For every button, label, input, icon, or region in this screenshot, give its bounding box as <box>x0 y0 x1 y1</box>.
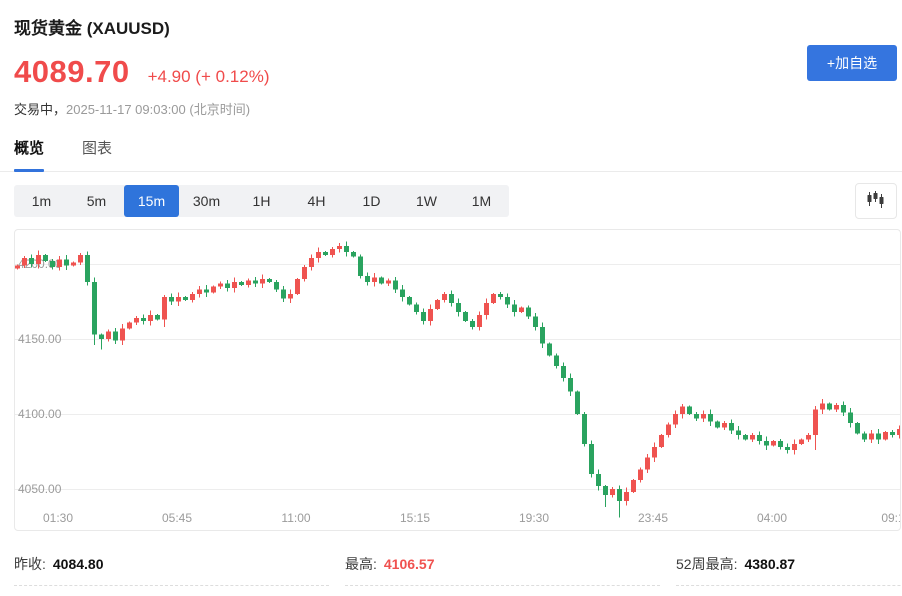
price-change: +4.90 (+ 0.12%) <box>147 67 270 86</box>
tab-bar: 概览 图表 <box>0 137 902 172</box>
interval-button-5m[interactable]: 5m <box>86 193 107 209</box>
candlestick-icon <box>866 190 886 213</box>
stat-label: 昨收: <box>14 556 46 572</box>
quote-stats: 昨收: 4084.80 最高: 4106.57 52周最高: 4380.87 今… <box>14 545 902 596</box>
y-axis-label: 4150.00 <box>18 332 62 346</box>
stat-52w-low: 52周最低: 2566.68 <box>676 586 902 596</box>
gridline <box>15 414 900 415</box>
stat-open: 今开: 4081.75 <box>14 586 329 596</box>
x-axis-label: 19:30 <box>518 511 550 525</box>
stat-prev-close: 昨收: 4084.80 <box>14 545 329 586</box>
stat-label: 52周最高: <box>676 556 738 572</box>
chart-toolbar: 1m 5m 15m 30m 1H 4H 1D 1W 1M <box>14 183 897 219</box>
gridline <box>15 339 900 340</box>
x-axis-label: 05:45 <box>161 511 193 525</box>
price-chart[interactable]: 4200.00 4150.00 4100.00 4050.00 01:30 05… <box>14 229 901 531</box>
tab-overview[interactable]: 概览 <box>14 137 45 172</box>
stat-low: 最低: 4073.77 <box>345 586 660 596</box>
interval-button-4h[interactable]: 4H <box>307 193 326 209</box>
x-axis-label: 11:00 <box>281 511 311 525</box>
y-axis-label: 4100.00 <box>18 407 62 421</box>
gridline <box>15 264 900 265</box>
add-watchlist-button[interactable]: +加自选 <box>807 45 897 81</box>
interval-button-30m[interactable]: 30m <box>192 193 221 209</box>
interval-button-1h[interactable]: 1H <box>252 193 271 209</box>
x-axis-label: 09:1 <box>881 511 900 525</box>
interval-button-1w[interactable]: 1W <box>416 193 437 209</box>
stat-label: 最高: <box>345 556 377 572</box>
chart-type-button[interactable] <box>855 183 897 219</box>
quote-timestamp: 2025-11-17 09:03:00 (北京时间) <box>66 102 251 117</box>
interval-button-1d[interactable]: 1D <box>362 193 381 209</box>
candlestick-plot[interactable] <box>15 230 901 531</box>
tab-chart[interactable]: 图表 <box>82 140 113 157</box>
interval-button-1m[interactable]: 1m <box>31 193 52 209</box>
interval-selector: 1m 5m 15m 30m 1H 4H 1D 1W 1M <box>14 185 509 217</box>
stat-52w-high: 52周最高: 4380.87 <box>676 545 902 586</box>
price-row: 4089.70 +4.90 (+ 0.12%) <box>14 54 888 90</box>
stat-high: 最高: 4106.57 <box>345 545 660 586</box>
interval-button-1mo[interactable]: 1M <box>471 193 492 209</box>
quote-header: 现货黄金 (XAUUSD) 4089.70 +4.90 (+ 0.12%) 交易… <box>0 0 902 118</box>
trading-status: 交易中， <box>14 102 67 117</box>
stat-value: 4106.57 <box>383 556 435 572</box>
x-axis-label: 15:15 <box>399 511 431 525</box>
y-axis-label: 4050.00 <box>18 482 62 496</box>
stat-value: 4084.80 <box>52 556 104 572</box>
x-axis-label: 23:45 <box>637 511 669 525</box>
interval-button-15m[interactable]: 15m <box>124 185 179 217</box>
stat-value: 4380.87 <box>744 556 796 572</box>
trading-status-row: 交易中，2025-11-17 09:03:00 (北京时间) <box>14 99 888 118</box>
instrument-title: 现货黄金 (XAUUSD) <box>14 19 170 38</box>
gridline <box>15 489 900 490</box>
x-axis-label: 01:30 <box>42 511 74 525</box>
current-price: 4089.70 <box>14 54 130 89</box>
x-axis-label: 04:00 <box>756 511 788 525</box>
